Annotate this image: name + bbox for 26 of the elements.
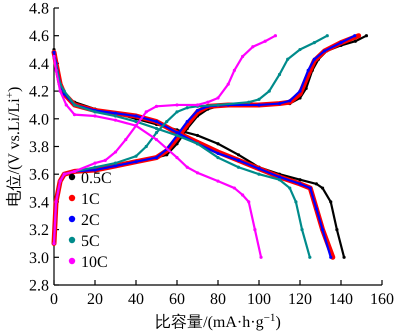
y-tick-label: 4.6 [29,28,49,46]
x-tick-label: 80 [210,291,226,308]
x-tick-label: 120 [288,291,312,308]
y-tick-label: 3.6 [29,166,49,184]
legend-label: 1C [81,191,100,208]
x-tick-label: 20 [87,291,103,308]
y-tick-label: 3.8 [29,139,49,156]
y-tick-label: 3.4 [29,194,49,212]
x-tick-label: 140 [329,291,353,308]
y-tick-label: 3.2 [29,222,49,240]
x-tick-label: 100 [247,291,271,308]
y-tick-label: 4.0 [29,111,49,128]
legend-label: 2C [81,212,100,229]
y-tick-label: 2.8 [29,278,49,294]
y-tick-label: 3.0 [29,250,49,267]
y-tick-label: 4.8 [29,0,49,18]
x-axis-title: 比容量/(mA·h·g$^{−1}$) [155,312,281,331]
legend-label: 10C [81,254,108,271]
y-tick-label: 4.4 [29,56,49,73]
x-tick-label: 0 [50,291,58,308]
x-tick-label: 40 [128,291,144,308]
legend-label: 0.5C [81,170,112,187]
y-tick-label: 4.2 [29,84,49,101]
x-tick-label: 60 [169,291,185,308]
x-tick-label: 160 [370,291,394,308]
legend-label: 5C [81,233,100,250]
